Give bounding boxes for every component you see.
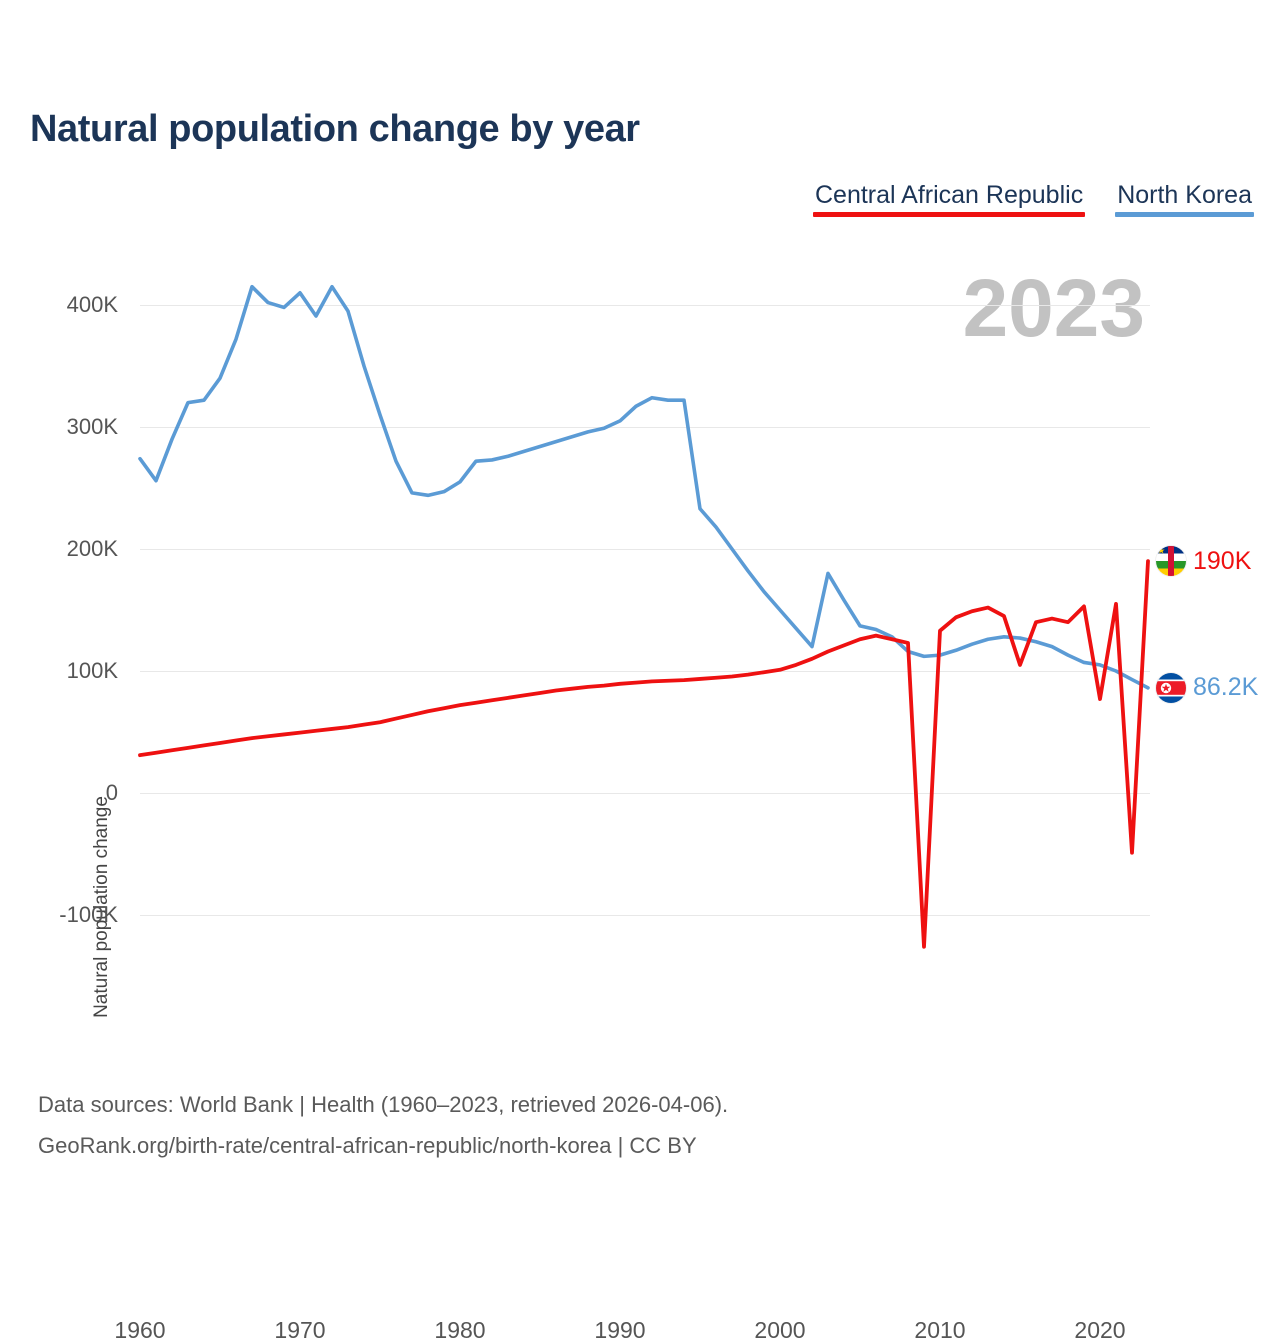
footer: Data sources: World Bank | Health (1960–… (38, 1085, 728, 1166)
gridline (140, 549, 1150, 550)
chart-legend: Central African Republic North Korea (813, 181, 1254, 218)
footer-line-1: Data sources: World Bank | Health (1960–… (38, 1092, 729, 1117)
end-label-north-korea: 86.2K (1156, 672, 1259, 703)
series-lines (138, 284, 1150, 949)
y-axis-tick-label: 100K (66, 658, 118, 683)
page-title: Natural population change by year (30, 108, 640, 150)
x-axis-tick-label: 2000 (754, 1317, 806, 1343)
y-axis-tick-label: 400K (66, 292, 118, 317)
x-axis-tick-label: 1990 (594, 1317, 646, 1343)
x-axis-tick-label: 1970 (274, 1317, 326, 1343)
y-axis-tick-label: 200K (66, 536, 118, 561)
footer-line-2: GeoRank.org/birth-rate/central-african-r… (38, 1132, 697, 1158)
gridline (140, 671, 1150, 672)
gridline (140, 427, 1150, 428)
legend-label-central-african-republic: Central African Republic (815, 181, 1084, 209)
x-axis-tick-label: 1960 (114, 1317, 166, 1343)
series-line-north-korea (138, 284, 1150, 690)
y-axis-tick-label: -100K (59, 902, 118, 927)
end-label-central-african-republic: 190K (1156, 546, 1252, 577)
y-axis-tick-label: 300K (66, 414, 118, 439)
chart-page: Natural population change by year Centra… (30, 108, 1259, 1343)
legend-label-north-korea: North Korea (1117, 181, 1252, 209)
flag-central-african-republic-icon (1156, 546, 1186, 577)
gridline (140, 793, 1150, 794)
x-axis-tick-label: 2020 (1074, 1317, 1126, 1343)
legend-item-north-korea[interactable]: North Korea (1115, 181, 1254, 218)
plot-area: Natural population change 400K 300K 200K 10… (59, 284, 1150, 1343)
flag-north-korea-icon (1156, 672, 1186, 703)
legend-item-central-african-republic[interactable]: Central African Republic (813, 181, 1086, 218)
end-value-north-korea: 86.2K (1193, 673, 1259, 702)
gridline (140, 915, 1150, 916)
x-axis-tick-label: 1980 (434, 1317, 486, 1343)
legend-rule-north-korea (1115, 212, 1254, 218)
y-axis-tick-label: 0 (105, 780, 118, 805)
year-watermark: 2023 (962, 263, 1145, 354)
series-line-central-african-republic (138, 559, 1150, 949)
legend-rule-central-african-republic (813, 212, 1086, 218)
x-axis-tick-label: 2010 (914, 1317, 966, 1343)
gridline (140, 305, 1150, 306)
end-value-central-african-republic: 190K (1193, 546, 1252, 575)
